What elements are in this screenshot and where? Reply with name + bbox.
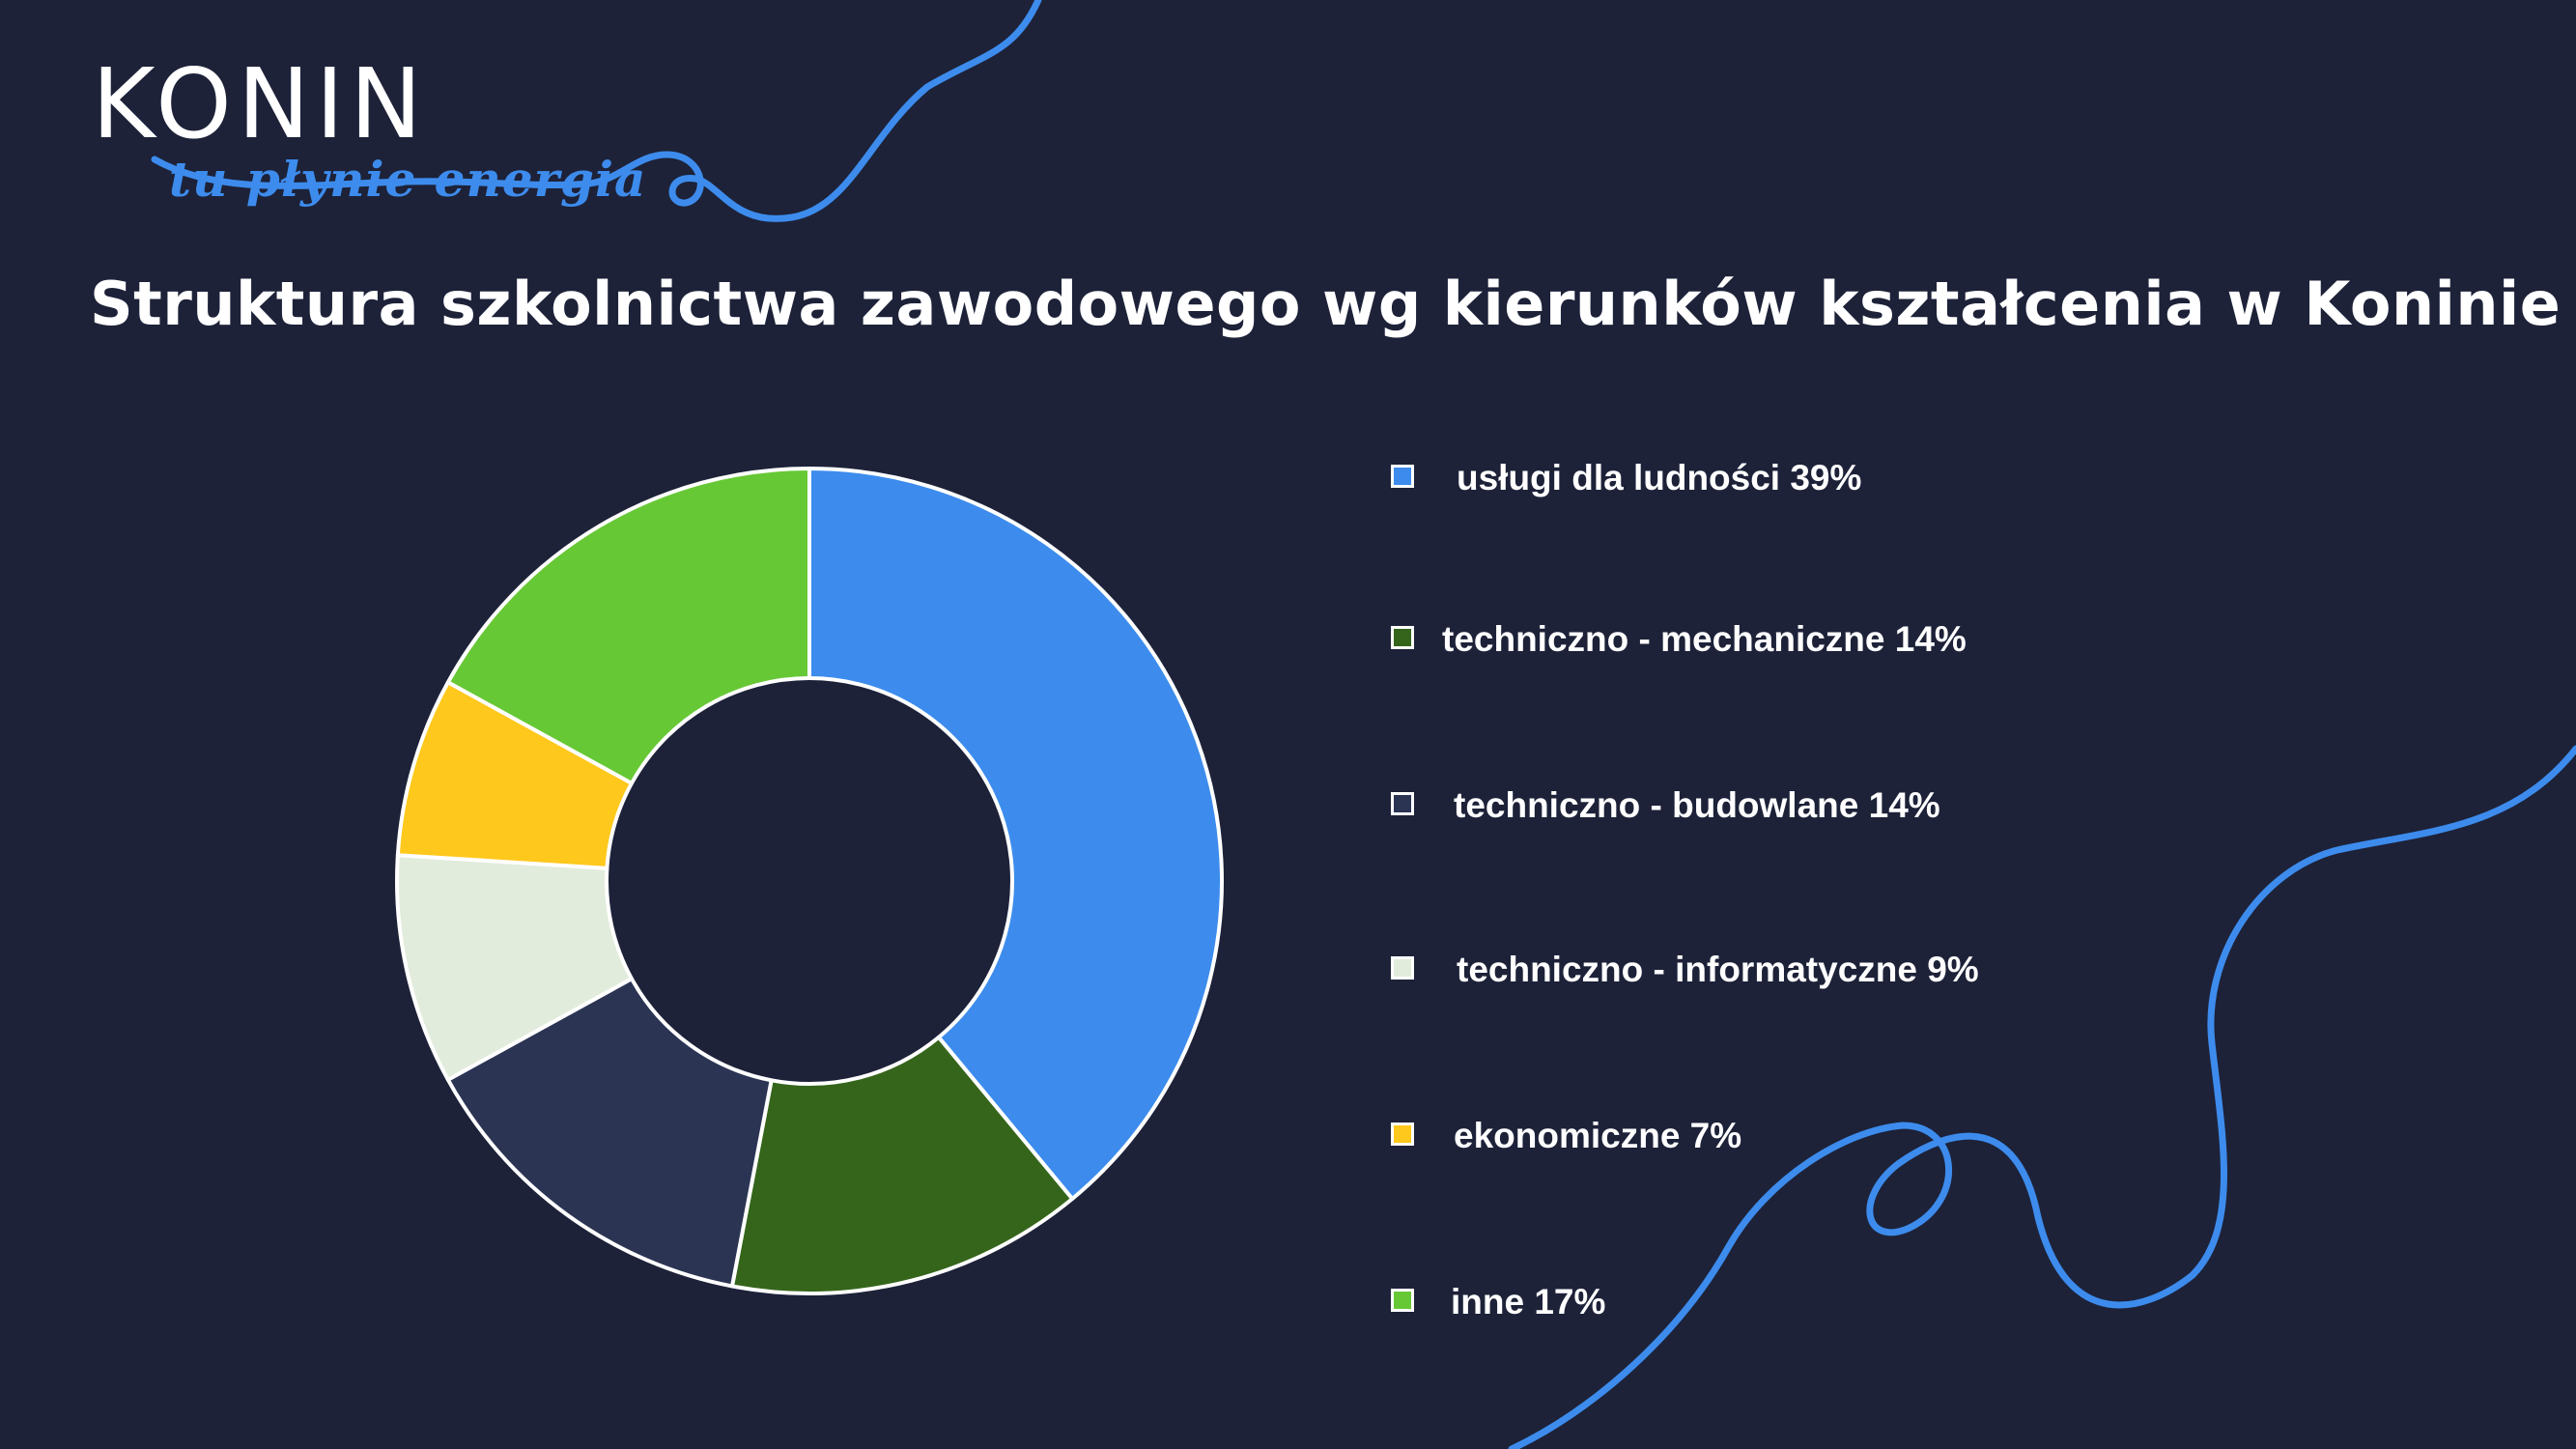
legend-swatch	[1391, 956, 1414, 980]
legend-label: usługi dla ludności 39%	[1457, 458, 1862, 497]
logo-wordmark: KONIN	[92, 47, 428, 160]
donut-slice-2	[729, 1035, 1075, 1295]
donut-slice-1	[807, 467, 1224, 1202]
donut-slice-4	[395, 853, 634, 1082]
right-wave-line	[1508, 745, 2576, 1449]
legend-label: techniczno - informatyczne 9%	[1457, 950, 1979, 989]
legend-swatch	[1391, 1122, 1414, 1146]
konin-logo: KONIN tu płynie energia	[92, 47, 645, 209]
donut-slice-3	[445, 977, 774, 1289]
legend-label: techniczno - budowlane 14%	[1454, 785, 1940, 825]
legend-swatch	[1391, 626, 1414, 649]
logo-tagline: tu płynie energia	[169, 151, 647, 208]
top-wave-line	[151, 0, 1042, 222]
donut-slice-6	[445, 467, 811, 785]
legend-label: techniczno - mechaniczne 14%	[1442, 619, 1967, 659]
legend-swatch	[1391, 792, 1414, 815]
legend-swatch	[1391, 465, 1414, 488]
chart-title: Struktura szkolnictwa zawodowego wg kier…	[90, 269, 2562, 339]
legend-label: ekonomiczne 7%	[1454, 1116, 1742, 1155]
legend-label: inne 17%	[1451, 1282, 1606, 1321]
legend-swatch	[1391, 1289, 1414, 1312]
